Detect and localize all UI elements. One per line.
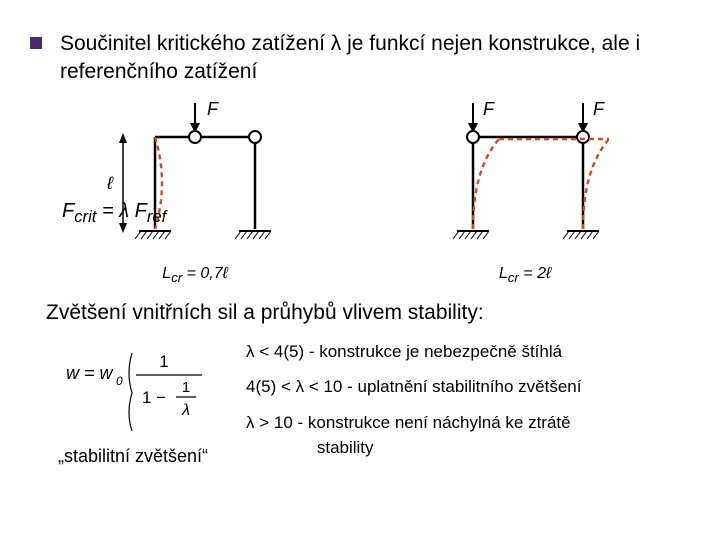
rule-2: 4(5) < λ < 10 - uplatnění stabilitního z… (246, 374, 690, 400)
bullet-square (30, 37, 42, 49)
svg-text:0: 0 (116, 374, 123, 388)
rule-3b: stability (246, 435, 690, 461)
frame-diagram-right: F F (415, 99, 635, 259)
force-label-left: F (207, 99, 219, 119)
rule-1: λ < 4(5) - konstrukce je nebezpečně štíh… (246, 339, 690, 365)
fixed-support-right (235, 231, 271, 239)
svg-text:λ: λ (181, 402, 190, 419)
height-label: ℓ (106, 173, 114, 193)
force-label-r2: F (593, 99, 605, 119)
fixed-support-left (135, 231, 171, 239)
lambda-rules: λ < 4(5) - konstrukce je nebezpečně štíh… (246, 339, 690, 461)
frame-diagram-left: F ℓ (85, 99, 305, 259)
fcrit-formula: Fcrit = λ Fref (62, 200, 166, 227)
quote-label: „stabilitní zvětšení“ (58, 446, 220, 467)
force-label-r1: F (483, 99, 495, 119)
caption-right: Lcr = 2ℓ (415, 265, 635, 285)
section-heading: Zvětšení vnitřních sil a průhybů vlivem … (46, 301, 690, 325)
svg-text:1 −: 1 − (142, 388, 166, 407)
lead-text: Součinitel kritického zatížení λ je funk… (60, 30, 690, 87)
svg-text:w = w: w = w (66, 363, 114, 383)
stability-equation: w = w 0 1 1 − 1 λ (62, 345, 222, 435)
svg-text:1: 1 (182, 379, 190, 396)
svg-text:1: 1 (159, 352, 168, 371)
caption-left: Lcr = 0,7ℓ (85, 265, 305, 285)
rule-3: λ > 10 - konstrukce není náchylná ke ztr… (246, 410, 690, 436)
